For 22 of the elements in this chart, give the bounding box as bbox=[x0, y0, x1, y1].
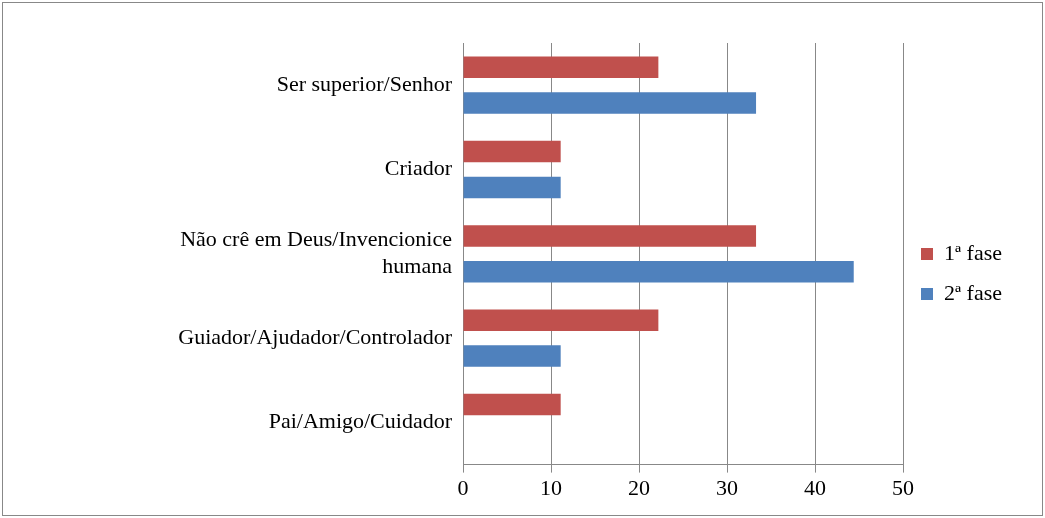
bar bbox=[463, 92, 757, 114]
bar bbox=[463, 176, 561, 199]
bar bbox=[463, 140, 561, 163]
x-tick-label: 30 bbox=[716, 474, 739, 500]
y-tick-label: Não crê em Deus/Invencionice humana bbox=[180, 226, 453, 278]
bar bbox=[463, 345, 561, 367]
legend-label: 1ª fase bbox=[944, 239, 1003, 265]
bar bbox=[463, 309, 659, 331]
bar bbox=[463, 393, 561, 416]
bar bbox=[463, 56, 659, 78]
y-tick-label: Ser superior/Senhor bbox=[276, 70, 453, 96]
x-tick-label: 10 bbox=[540, 474, 562, 500]
x-tick-label: 20 bbox=[628, 474, 651, 500]
x-tick-label: 0 bbox=[457, 474, 469, 500]
x-tick-label: 50 bbox=[892, 474, 915, 500]
x-tick-label: 40 bbox=[804, 474, 827, 500]
y-tick-label: Criador bbox=[384, 155, 453, 181]
legend-label: 2ª fase bbox=[944, 279, 1003, 305]
bar bbox=[463, 225, 757, 247]
y-tick-label: Guiador/Ajudador/Controlador bbox=[178, 323, 453, 349]
y-tick-label: Pai/Amigo/Cuidador bbox=[268, 408, 453, 434]
bar bbox=[463, 260, 854, 283]
